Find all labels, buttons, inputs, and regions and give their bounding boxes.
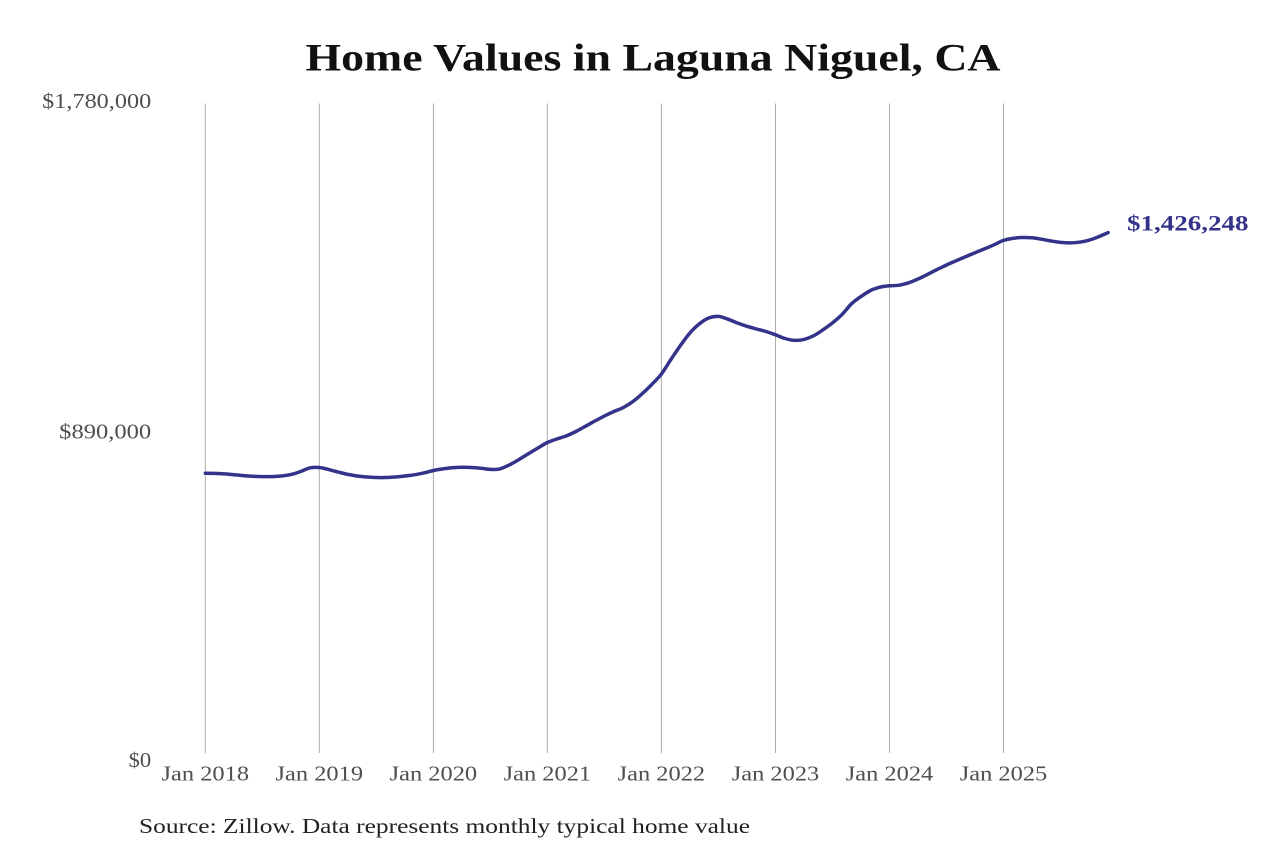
svg-text:$890,000: $890,000 <box>59 420 151 444</box>
svg-text:Jan 2022: Jan 2022 <box>618 761 706 785</box>
svg-text:Jan 2024: Jan 2024 <box>846 761 934 785</box>
svg-text:Jan 2025: Jan 2025 <box>960 761 1048 785</box>
svg-text:$1,780,000: $1,780,000 <box>42 89 151 113</box>
svg-text:Jan 2020: Jan 2020 <box>390 761 478 785</box>
svg-text:$1,426,248: $1,426,248 <box>1127 212 1249 236</box>
svg-text:Source: Zillow. Data represent: Source: Zillow. Data represents monthly … <box>139 814 750 838</box>
svg-text:$0: $0 <box>129 748 152 772</box>
svg-text:Jan 2018: Jan 2018 <box>162 761 250 785</box>
svg-text:Jan 2023: Jan 2023 <box>732 761 820 785</box>
svg-text:Jan 2021: Jan 2021 <box>504 761 592 785</box>
svg-text:Home Values in Laguna Niguel,: Home Values in Laguna Niguel, CA <box>306 37 1001 80</box>
svg-text:Jan 2019: Jan 2019 <box>276 761 364 785</box>
